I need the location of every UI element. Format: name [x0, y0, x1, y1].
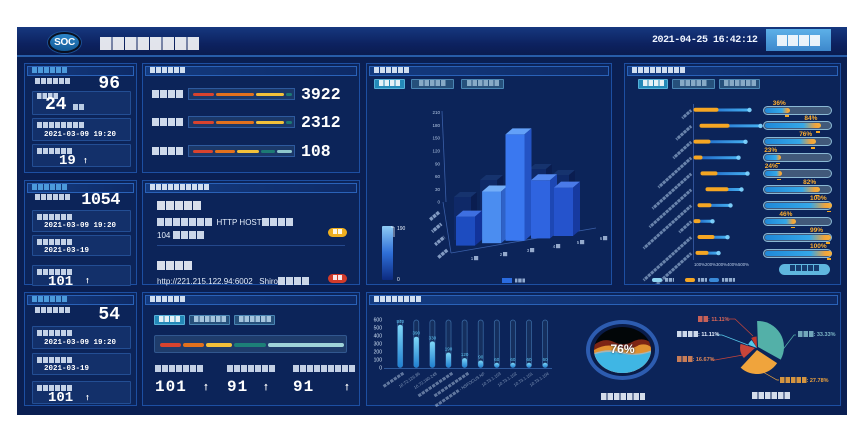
svg-text:180: 180	[432, 123, 440, 128]
svg-text:0: 0	[437, 200, 440, 205]
svg-text:5: 5	[577, 240, 580, 245]
svg-text:0: 0	[397, 277, 400, 283]
svg-text:100: 100	[374, 358, 383, 364]
svg-text:2: 2	[500, 252, 503, 257]
svg-text:0: 0	[379, 366, 382, 372]
svg-text:190: 190	[445, 347, 453, 352]
svg-text:300: 300	[374, 342, 383, 348]
svg-text:60: 60	[510, 357, 516, 362]
svg-text:120: 120	[432, 149, 440, 154]
svg-text:190: 190	[397, 226, 406, 232]
svg-text:60: 60	[435, 174, 441, 179]
svg-text:30: 30	[435, 187, 441, 192]
svg-text:600: 600	[374, 318, 383, 324]
svg-text:390: 390	[413, 331, 421, 336]
svg-text:100%200%300%400%500%: 100%200%300%400%500%	[694, 262, 749, 267]
svg-text:1: 1	[471, 256, 474, 261]
svg-text:120: 120	[461, 352, 469, 357]
svg-text:500: 500	[374, 326, 383, 332]
svg-text:6: 6	[600, 236, 603, 241]
svg-text:150: 150	[432, 136, 440, 141]
svg-text:60: 60	[526, 357, 532, 362]
svg-text:330: 330	[429, 335, 437, 340]
svg-text:3: 3	[527, 248, 530, 253]
svg-text:60: 60	[543, 357, 549, 362]
svg-text:90: 90	[435, 161, 441, 166]
svg-text:210: 210	[432, 110, 440, 115]
svg-text:400: 400	[374, 334, 383, 340]
svg-text:60: 60	[494, 357, 500, 362]
svg-text:540: 540	[396, 319, 404, 324]
svg-text:200: 200	[374, 350, 383, 356]
svg-text:4: 4	[553, 244, 556, 249]
svg-text:90: 90	[478, 355, 484, 360]
